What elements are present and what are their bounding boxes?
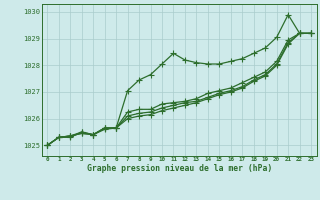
X-axis label: Graphe pression niveau de la mer (hPa): Graphe pression niveau de la mer (hPa) (87, 164, 272, 173)
